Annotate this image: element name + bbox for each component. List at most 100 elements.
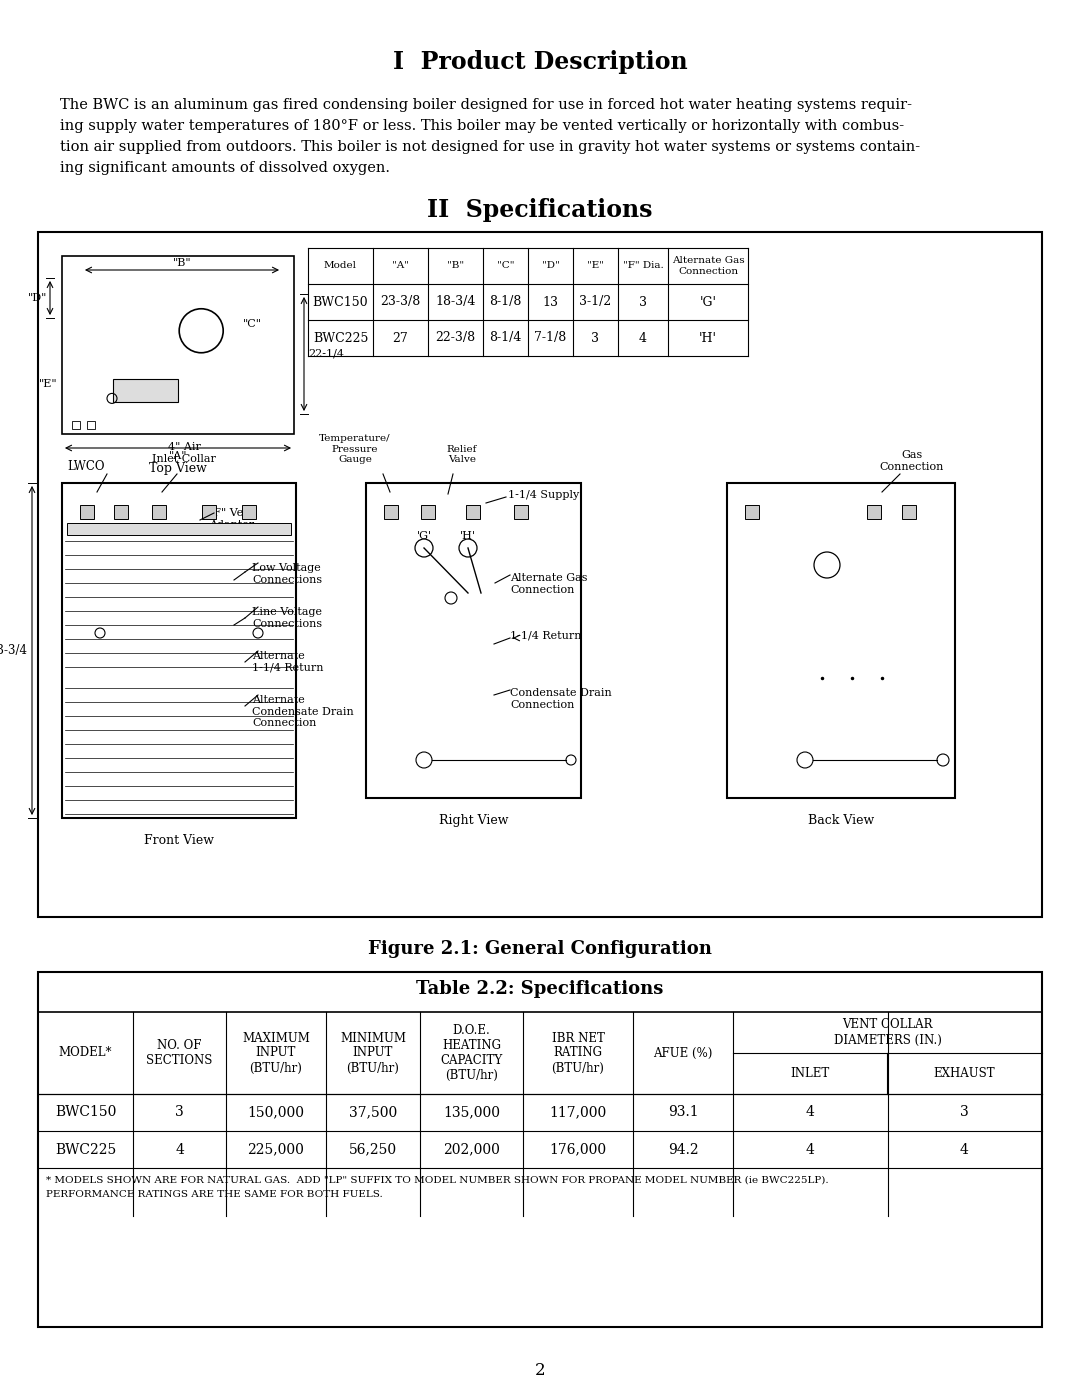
Bar: [902, 504, 916, 520]
Text: "F" Vent
Adapter: "F" Vent Adapter: [208, 509, 255, 529]
Text: Alternate Gas
Connection: Alternate Gas Connection: [672, 256, 744, 275]
Text: Figure 2.1: General Configuration: Figure 2.1: General Configuration: [368, 940, 712, 958]
Text: "F" Dia.: "F" Dia.: [623, 261, 663, 271]
Text: Back View: Back View: [808, 814, 874, 827]
Text: "C": "C": [243, 319, 262, 328]
Text: Condensate Drain
Connection: Condensate Drain Connection: [510, 687, 611, 710]
Text: BWC150: BWC150: [55, 1105, 117, 1119]
Text: 13: 13: [542, 296, 558, 309]
Text: MODEL*: MODEL*: [58, 1046, 112, 1059]
Text: 43-3/4: 43-3/4: [0, 644, 28, 657]
Text: 'G': 'G': [417, 531, 432, 541]
Bar: [514, 504, 528, 520]
Text: AFUE (%): AFUE (%): [653, 1046, 713, 1059]
Bar: [366, 483, 581, 798]
Text: D.O.E.
HEATING
CAPACITY
(BTU/hr): D.O.E. HEATING CAPACITY (BTU/hr): [441, 1024, 502, 1083]
Text: 'H': 'H': [699, 331, 717, 345]
Text: BWC225: BWC225: [55, 1143, 117, 1157]
Text: "C": "C": [497, 261, 514, 271]
Text: 23-3/8: 23-3/8: [380, 296, 420, 309]
Text: ing significant amounts of dissolved oxygen.: ing significant amounts of dissolved oxy…: [60, 161, 390, 175]
Text: BWC150: BWC150: [313, 296, 368, 309]
Text: 150,000: 150,000: [247, 1105, 305, 1119]
Text: 1-1/4 Return: 1-1/4 Return: [510, 630, 581, 640]
Text: "B": "B": [447, 261, 464, 271]
Text: EXHAUST: EXHAUST: [934, 1067, 996, 1080]
Text: * MODELS SHOWN ARE FOR NATURAL GAS.  ADD "LP" SUFFIX TO MODEL NUMBER SHOWN FOR P: * MODELS SHOWN ARE FOR NATURAL GAS. ADD …: [46, 1176, 828, 1185]
Text: Relief
Valve: Relief Valve: [447, 444, 477, 464]
Bar: [152, 504, 166, 520]
Bar: [38, 232, 1042, 916]
Bar: [745, 504, 759, 520]
Text: "B": "B": [173, 258, 191, 268]
Bar: [421, 504, 435, 520]
Bar: [384, 504, 399, 520]
Bar: [867, 504, 881, 520]
Text: 4: 4: [175, 1143, 184, 1157]
Text: 56,250: 56,250: [349, 1143, 397, 1157]
Text: 22-3/8: 22-3/8: [435, 331, 475, 345]
Text: Alternate Gas
Connection: Alternate Gas Connection: [510, 573, 588, 595]
Text: MINIMUM
INPUT
(BTU/hr): MINIMUM INPUT (BTU/hr): [340, 1031, 406, 1074]
Text: 27: 27: [393, 331, 408, 345]
Text: 3-1/2: 3-1/2: [579, 296, 611, 309]
Text: 4: 4: [639, 331, 647, 345]
Text: 2: 2: [535, 1362, 545, 1379]
Bar: [114, 504, 129, 520]
Text: Alternate
1-1/4 Return: Alternate 1-1/4 Return: [252, 651, 324, 672]
Text: IBR NET
RATING
(BTU/hr): IBR NET RATING (BTU/hr): [552, 1031, 605, 1074]
Text: 4: 4: [806, 1105, 814, 1119]
Text: 3: 3: [639, 296, 647, 309]
Text: BWC225: BWC225: [313, 331, 368, 345]
Text: 7-1/8: 7-1/8: [535, 331, 567, 345]
Text: 'G': 'G': [700, 296, 716, 309]
Text: Alternate
Condensate Drain
Connection: Alternate Condensate Drain Connection: [252, 694, 354, 728]
Text: "E": "E": [588, 261, 604, 271]
Text: 8-1/8: 8-1/8: [489, 296, 522, 309]
Text: ing supply water temperatures of 180°F or less. This boiler may be vented vertic: ing supply water temperatures of 180°F o…: [60, 119, 904, 133]
Text: 135,000: 135,000: [443, 1105, 500, 1119]
Bar: [727, 483, 955, 798]
Text: tion air supplied from outdoors. This boiler is not designed for use in gravity : tion air supplied from outdoors. This bo…: [60, 140, 920, 154]
Text: Gas
Connection: Gas Connection: [880, 450, 944, 472]
Text: "D": "D": [542, 261, 559, 271]
Text: Table 2.2: Specifications: Table 2.2: Specifications: [416, 981, 664, 997]
Bar: [242, 504, 256, 520]
Text: 4: 4: [960, 1143, 969, 1157]
Bar: [38, 972, 1042, 1327]
Text: 4: 4: [806, 1143, 814, 1157]
Text: VENT COLLAR
DIAMETERS (IN.): VENT COLLAR DIAMETERS (IN.): [834, 1018, 942, 1046]
Text: 8-1/4: 8-1/4: [489, 331, 522, 345]
Bar: [80, 504, 94, 520]
Text: Front View: Front View: [144, 834, 214, 847]
Text: 'H': 'H': [460, 531, 476, 541]
Text: 3: 3: [960, 1105, 969, 1119]
Text: I  Product Description: I Product Description: [393, 50, 687, 74]
Text: Top View: Top View: [149, 462, 207, 475]
Text: "D": "D": [28, 293, 48, 303]
Text: Low Voltage
Connections: Low Voltage Connections: [252, 563, 322, 584]
Bar: [465, 504, 480, 520]
Text: 202,000: 202,000: [443, 1143, 500, 1157]
Bar: [113, 379, 178, 402]
Bar: [72, 422, 80, 429]
Text: MAXIMUM
INPUT
(BTU/hr): MAXIMUM INPUT (BTU/hr): [242, 1031, 310, 1074]
Bar: [67, 522, 291, 535]
Text: Temperature/
Pressure
Gauge: Temperature/ Pressure Gauge: [320, 434, 391, 464]
Text: NO. OF
SECTIONS: NO. OF SECTIONS: [146, 1039, 213, 1067]
Bar: [87, 422, 95, 429]
Text: INLET: INLET: [791, 1067, 829, 1080]
Bar: [62, 256, 294, 434]
Text: 1-1/4 Supply: 1-1/4 Supply: [508, 490, 579, 500]
Text: 22-1/4: 22-1/4: [308, 349, 345, 359]
Text: 94.2: 94.2: [667, 1143, 699, 1157]
Text: 4" Air
Inlet Collar: 4" Air Inlet Collar: [152, 443, 216, 464]
Text: II  Specifications: II Specifications: [428, 198, 652, 222]
Text: Model: Model: [324, 261, 357, 271]
Text: 93.1: 93.1: [667, 1105, 699, 1119]
Text: 225,000: 225,000: [247, 1143, 305, 1157]
Bar: [62, 483, 296, 819]
Text: LWCO: LWCO: [67, 460, 105, 474]
Text: 3: 3: [592, 331, 599, 345]
Text: 3: 3: [175, 1105, 184, 1119]
